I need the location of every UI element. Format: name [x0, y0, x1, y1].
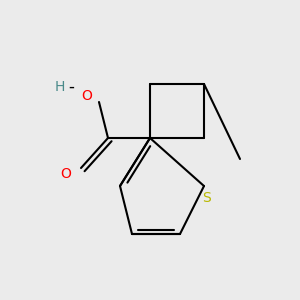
Text: S: S — [202, 191, 211, 205]
Text: O: O — [61, 167, 71, 181]
Text: H: H — [55, 80, 65, 94]
Text: O: O — [82, 89, 92, 103]
Text: -: - — [68, 78, 74, 96]
